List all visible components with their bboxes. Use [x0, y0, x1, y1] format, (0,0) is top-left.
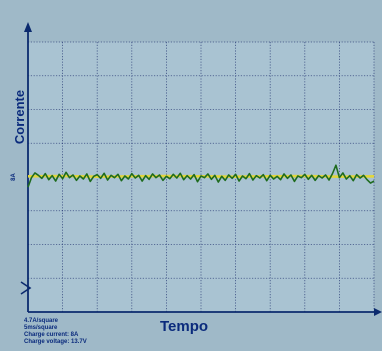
annotation-charge-voltage: Charge voltage: 13.7V: [24, 339, 87, 345]
series-line-current: [27, 164, 375, 188]
annotation-charge-current: Charge current: 8A: [24, 332, 79, 338]
x-axis-arrow: [374, 308, 382, 316]
y-axis-arrow: [24, 22, 32, 32]
y-tick-label: 8A: [11, 173, 17, 181]
x-axis-label: Tempo: [160, 318, 209, 335]
y-axis-break-mark: [20, 281, 32, 295]
annotation-scale-time: 5ms/square: [24, 325, 58, 331]
annotation-scale-current: 4.7A/square: [24, 318, 59, 324]
y-axis-label: Corrente: [12, 89, 27, 145]
